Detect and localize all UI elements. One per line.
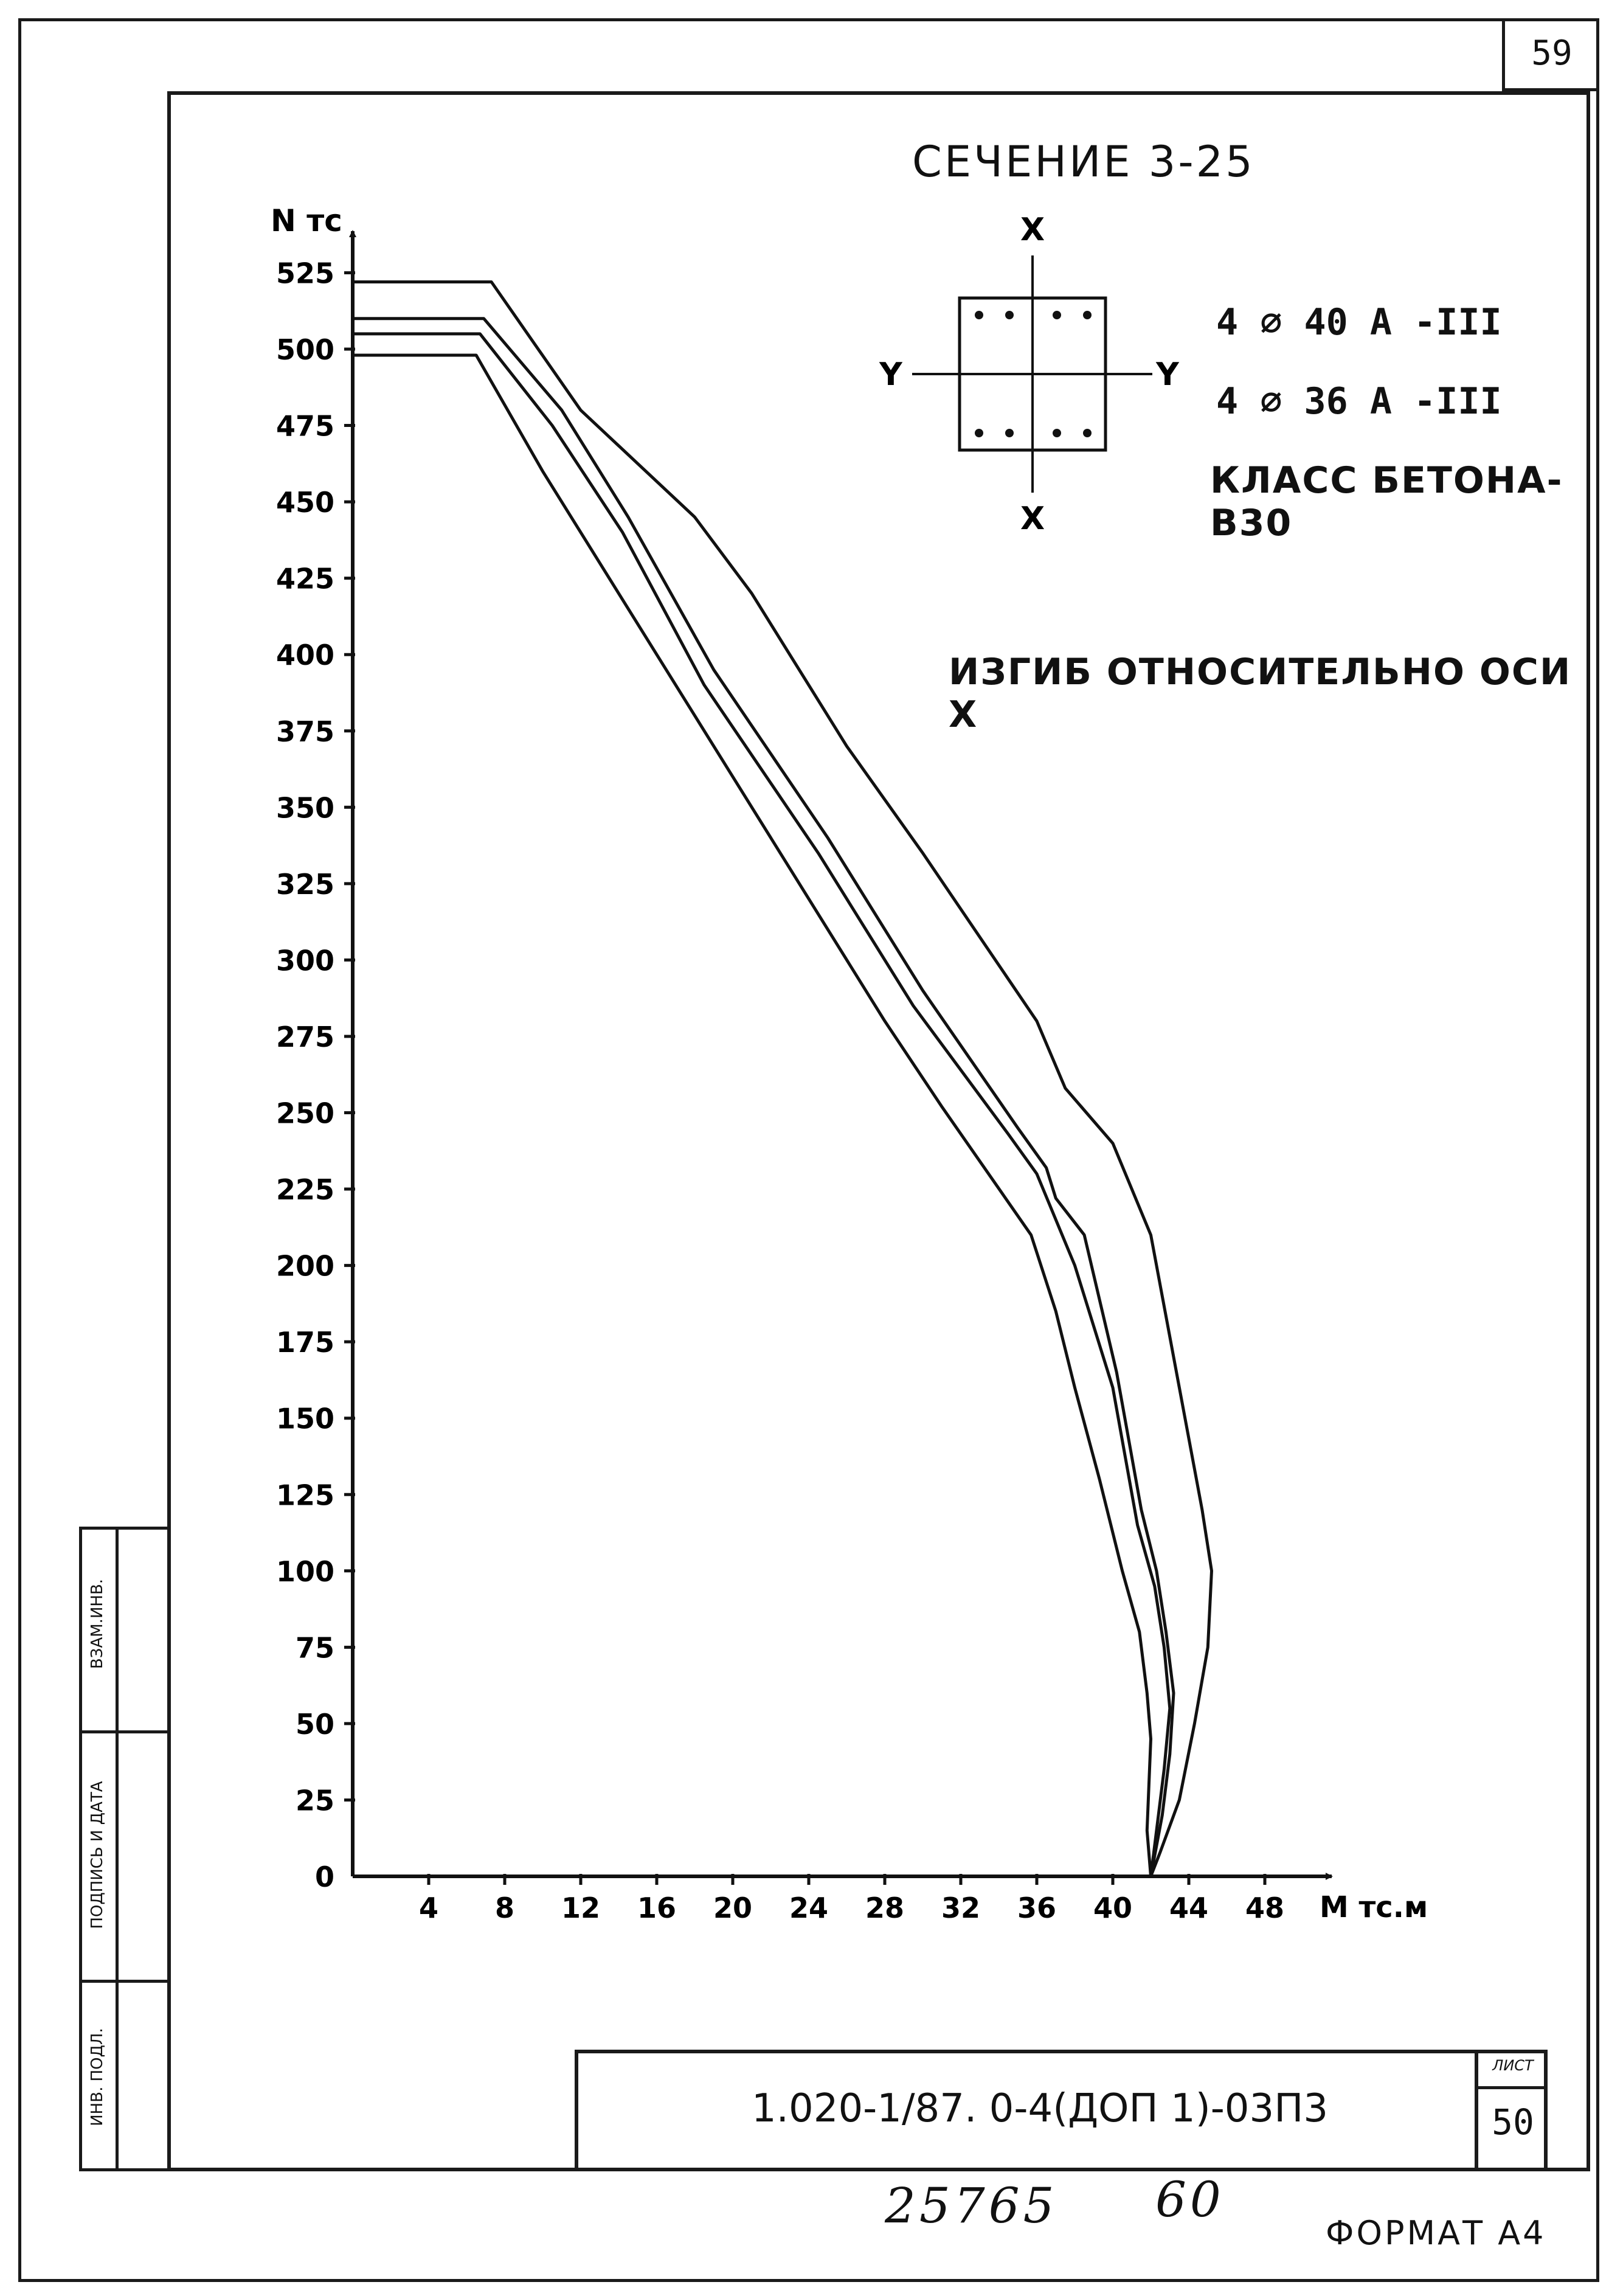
title-block-rule (1475, 2086, 1548, 2089)
section-label-y-left: Y (879, 356, 903, 393)
sidebar-divider (116, 1530, 119, 2168)
document-number: 1.020-1/87. 0-4(ДОП 1)-03П3 (751, 2086, 1329, 2131)
x-tick-label: 40 (1093, 1892, 1132, 1924)
chart-title: СЕЧЕНИЕ 3-25 (912, 137, 1255, 187)
rebar-dot (1053, 429, 1061, 437)
sidebar-rule (82, 1730, 167, 1733)
x-tick-label: 48 (1245, 1892, 1284, 1924)
rebar-dot (975, 429, 983, 437)
y-tick-label: 75 (296, 1631, 334, 1664)
cross-section-diagram: X X Y Y (879, 212, 1180, 537)
x-tick-label: 24 (789, 1892, 828, 1924)
x-axis-label: М тс.м (1320, 1890, 1428, 1924)
series-line-4 (353, 353, 1152, 1877)
x-tick-label: 12 (561, 1892, 600, 1924)
y-tick-label: 425 (276, 563, 334, 595)
y-tick-label: 225 (276, 1173, 334, 1206)
x-tick-label: 44 (1169, 1892, 1208, 1924)
y-tick-label: 150 (276, 1403, 334, 1435)
outer-frame (18, 18, 1599, 2282)
concrete-class: КЛАСС БЕТОНА-В30 (1210, 459, 1563, 544)
axis-ticks: 0 25 50 75 100 125 150 175 200 225 250 275 300 325 350… (276, 257, 1284, 1924)
y-tick-label: 125 (276, 1479, 334, 1511)
y-tick-label: 50 (296, 1708, 334, 1741)
y-tick-label: 400 (276, 639, 334, 671)
x-tick-label: 16 (637, 1892, 676, 1924)
reinforcement-line-2: 4 ⌀ 36 А -III (1216, 380, 1502, 423)
handwritten-left: 25765 (885, 2177, 1058, 2234)
chart-series (353, 280, 1213, 1877)
y-tick-label: 25 (296, 1784, 334, 1817)
series-line-3 (353, 332, 1172, 1877)
y-tick-label: 450 (276, 486, 334, 519)
rebar-dot (1005, 429, 1014, 437)
page-number-box (1502, 19, 1599, 91)
series-line-1 (353, 280, 1213, 1877)
series-line-2 (353, 317, 1175, 1877)
section-label-y-right: Y (1155, 356, 1180, 393)
x-tick-label: 32 (941, 1892, 980, 1924)
y-tick-label: 250 (276, 1097, 334, 1130)
approval-sidebar: ВЗАМ.ИНВ. ПОДПИСЬ И ДАТА ИНВ. ПОДЛ. (79, 1527, 170, 2171)
section-label-x-bottom: X (1020, 501, 1045, 537)
y-tick-label: 325 (276, 868, 334, 901)
sheet-label: ЛИСТ (1492, 2057, 1534, 2074)
y-tick-label: 525 (276, 257, 334, 290)
page-number: 59 (1531, 33, 1573, 73)
y-tick-label: 500 (276, 333, 334, 366)
title-block (575, 2050, 1548, 2171)
y-tick-label: 200 (276, 1250, 334, 1283)
x-tick-label: 28 (865, 1892, 904, 1924)
sheet-number: 50 (1492, 2101, 1534, 2143)
x-tick-label: 20 (713, 1892, 752, 1924)
sidebar-rule (82, 1980, 167, 1983)
format-label: ФОРМАТ А4 (1326, 2214, 1546, 2252)
y-tick-label: 350 (276, 791, 334, 824)
y-tick-label: 275 (276, 1021, 334, 1053)
y-axis-label: N тс (271, 203, 342, 238)
x-tick-label: 4 (419, 1892, 438, 1924)
y-tick-label: 475 (276, 410, 334, 443)
section-label-x-top: X (1020, 212, 1045, 248)
y-tick-label: 375 (276, 715, 334, 748)
rebar-dot (1053, 311, 1061, 319)
reinforcement-line-1: 4 ⌀ 40 А -III (1216, 301, 1502, 344)
rebar-dot (1083, 429, 1092, 437)
rebar-dot (1083, 311, 1092, 319)
title-block-divider (1475, 2050, 1478, 2171)
x-tick-label: 36 (1017, 1892, 1056, 1924)
y-tick-label: 100 (276, 1555, 334, 1588)
y-tick-label: 175 (276, 1326, 334, 1359)
x-tick-label: 8 (495, 1892, 514, 1924)
bending-note: ИЗГИБ ОТНОСИТЕЛЬНО ОСИ Х (949, 651, 1572, 736)
y-tick-label: 300 (276, 944, 334, 977)
handwritten-right: 60 (1155, 2171, 1225, 2228)
y-tick-label: 0 (315, 1861, 334, 1893)
rebar-dot (1005, 311, 1014, 319)
rebar-dot (975, 311, 983, 319)
